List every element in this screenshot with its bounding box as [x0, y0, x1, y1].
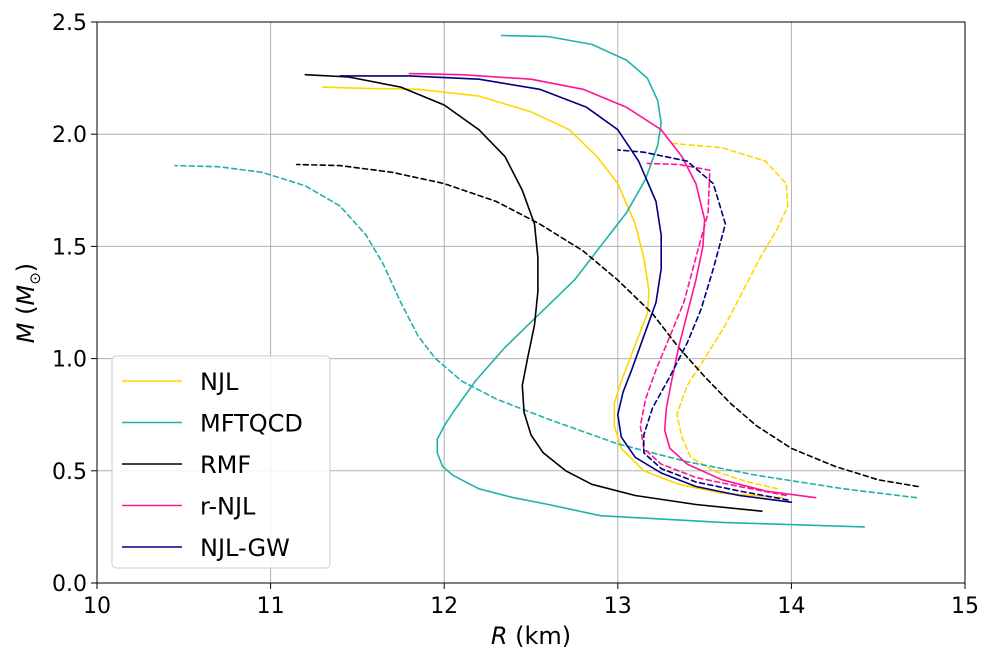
y-tick-label: 0.5: [52, 460, 87, 485]
x-tick-label: 15: [951, 594, 979, 619]
series-line-njl-solid: [321, 86, 784, 499]
y-tick-label: 1.0: [52, 348, 87, 373]
plot-frame: [96, 21, 966, 584]
series-line-njl-dashed: [669, 142, 789, 490]
y-tick-label: 0.0: [52, 572, 87, 597]
series-line-r-njl-solid: [408, 72, 817, 499]
legend: NJL MFTQCD RMF r-NJL NJL-GW: [111, 355, 331, 569]
series-line-njl-gw-solid: [339, 75, 793, 504]
series-line-rmf-solid: [304, 73, 763, 513]
series-line-njl-gw-dashed: [616, 149, 789, 501]
y-tick-label: 1.5: [52, 235, 87, 260]
x-tick-label: 12: [430, 594, 458, 619]
x-axis-label: R (km): [491, 622, 571, 650]
series-line-mftqcd-dashed: [174, 164, 918, 499]
x-tick-label: 14: [777, 594, 805, 619]
axis-ticks: 10 11 12 13 14 15 0.0 0.5 1.0 1.5 2.0 2.5: [52, 11, 979, 619]
plot-series: [174, 34, 919, 528]
legend-label-rmf: RMF: [200, 451, 251, 479]
x-tick-label: 11: [257, 594, 285, 619]
legend-label-mftqcd: MFTQCD: [200, 410, 303, 438]
y-axis-label: M (M⊙): [12, 263, 44, 343]
x-tick-label: 10: [83, 594, 111, 619]
legend-box: [111, 355, 331, 569]
series-line-r-njl-dashed: [639, 162, 788, 497]
legend-label-njl: NJL: [200, 368, 239, 396]
y-tick-label: 2.5: [52, 11, 87, 36]
x-tick-label: 13: [604, 594, 632, 619]
y-tick-label: 2.0: [52, 123, 87, 148]
legend-label-r-njl: r-NJL: [200, 493, 256, 521]
legend-label-njl-gw: NJL-GW: [200, 534, 290, 562]
series-line-mftqcd-solid: [436, 34, 866, 528]
